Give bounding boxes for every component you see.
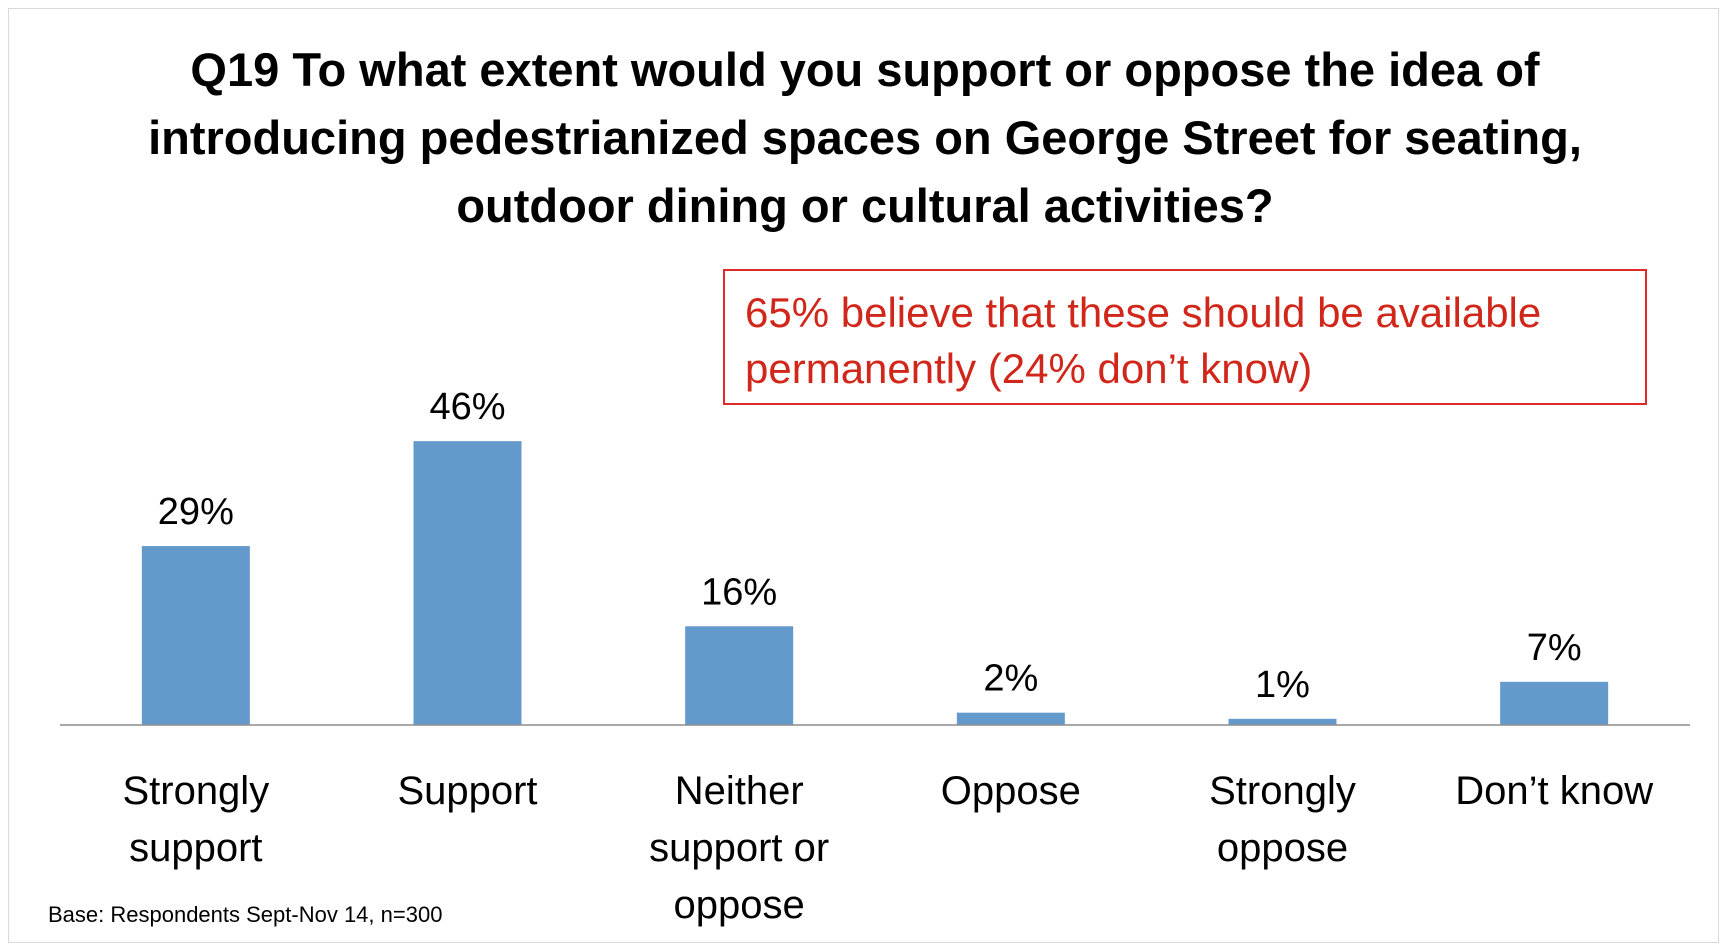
category-label-1-line-0: Support: [397, 769, 537, 813]
category-label-2-line-2: oppose: [674, 883, 805, 927]
category-label-3-line-0: Oppose: [941, 769, 1081, 813]
bar-2: [685, 626, 794, 725]
bar-5: [1500, 681, 1609, 725]
data-label-4: 1%: [1255, 664, 1310, 706]
data-label-2: 16%: [701, 571, 777, 613]
bar-4: [1228, 718, 1337, 725]
category-label-5-line-0: Don’t know: [1455, 769, 1653, 813]
callout-box: 65% believe that these should be availab…: [723, 269, 1647, 405]
bar-0: [141, 546, 250, 725]
category-label-2-line-1: support or: [649, 826, 829, 870]
bar-1: [413, 441, 522, 725]
footnote: Base: Respondents Sept-Nov 14, n=300: [48, 902, 443, 927]
bar-3: [956, 712, 1065, 725]
category-label-0-line-0: Strongly: [122, 769, 269, 813]
data-label-1: 46%: [429, 386, 505, 428]
chart-title: Q19 To what extent would you support or …: [148, 43, 1582, 232]
data-label-5: 7%: [1527, 627, 1582, 669]
category-labels-group: Strongly support Support Neither support or o…: [122, 769, 1653, 927]
category-label-0-line-1: support: [129, 826, 262, 870]
category-label-4-line-0: Strongly: [1209, 769, 1356, 813]
data-labels-group: 29% 46% 16% 2% 1% 7%: [158, 386, 1582, 706]
data-label-3: 2%: [983, 658, 1038, 700]
category-label-2-line-0: Neither: [675, 769, 804, 813]
chart-frame: [8, 8, 1719, 943]
bars-group: [141, 441, 1609, 725]
category-label-4-line-1: oppose: [1217, 826, 1348, 870]
data-label-0: 29%: [158, 491, 234, 533]
